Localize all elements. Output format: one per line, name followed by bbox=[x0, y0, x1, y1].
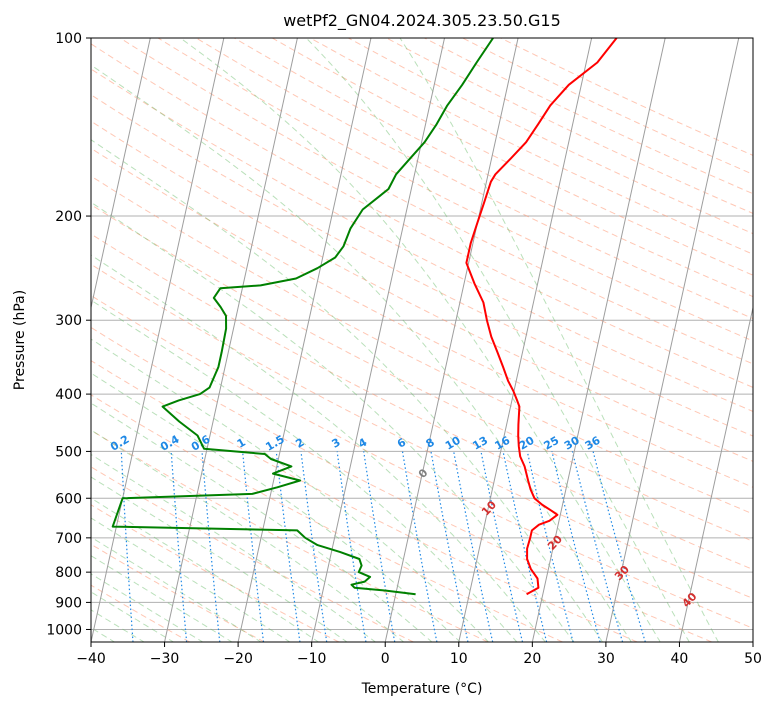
mixing-ratio-line bbox=[502, 451, 548, 642]
y-tick-label: 300 bbox=[55, 313, 82, 329]
y-tick-label: 600 bbox=[55, 491, 82, 507]
y-axis-ticks: 100 200 300 400 500 600 700 800 900 1000 bbox=[46, 31, 91, 638]
moist-adiabat-line bbox=[180, 38, 661, 642]
moist-adiabat-line bbox=[91, 591, 175, 642]
isotherm-line bbox=[678, 305, 753, 642]
mixing-ratio-line bbox=[551, 451, 601, 642]
sounding-profiles bbox=[111, 38, 618, 596]
y-tick-label: 1000 bbox=[46, 622, 82, 638]
reference-line-labels: -100-90-80-70-60-50-40-30-20-100.10.20.4… bbox=[108, 433, 700, 611]
y-tick-label: 200 bbox=[55, 209, 82, 225]
plot-background bbox=[91, 38, 753, 642]
chart-title: wetPf2_GN04.2024.305.23.50.G15 bbox=[283, 11, 561, 31]
mixing-ratio-line bbox=[275, 451, 301, 642]
x-tick-label: −20 bbox=[223, 651, 253, 667]
moist-adiabat-line bbox=[91, 201, 575, 642]
moist-adiabat-line bbox=[399, 38, 719, 642]
moist-adiabat-line bbox=[91, 402, 433, 642]
x-axis-ticks: −40 −30 −20 −10 0 10 20 30 40 50 bbox=[76, 642, 762, 667]
mixing-ratio-line bbox=[363, 451, 396, 642]
mixing-ratio-line bbox=[453, 451, 494, 642]
moist-adiabat-line bbox=[91, 453, 377, 642]
moist-adiabat-line bbox=[305, 38, 690, 642]
isotherm-line bbox=[531, 38, 666, 642]
isotherm-line bbox=[91, 38, 225, 642]
moist-adiabat-line bbox=[91, 299, 518, 642]
dry-adiabat-line bbox=[91, 175, 753, 515]
isotherm-line bbox=[752, 639, 753, 642]
moist-adiabat-line bbox=[91, 573, 204, 642]
mixing-ratio-line bbox=[571, 451, 624, 642]
isotherm-line bbox=[0, 38, 3, 642]
y-tick-label: 400 bbox=[55, 387, 82, 403]
dry-adiabats bbox=[91, 38, 753, 642]
plot-frame bbox=[90, 37, 754, 643]
x-tick-label: 40 bbox=[671, 651, 689, 667]
x-tick-label: −40 bbox=[76, 651, 106, 667]
dry-adiabat-line bbox=[91, 466, 414, 642]
mixing-ratio-line bbox=[526, 451, 574, 642]
dry-adiabat-line bbox=[91, 233, 753, 571]
dry-adiabat-line bbox=[91, 294, 753, 629]
moist-adiabat-line bbox=[91, 555, 233, 642]
temperature-profile-line bbox=[465, 38, 618, 596]
y-tick-label: 100 bbox=[55, 31, 82, 47]
x-tick-label: 10 bbox=[450, 651, 468, 667]
mixing-ratio-line bbox=[300, 451, 328, 642]
dry-adiabat-line bbox=[195, 38, 753, 320]
moist-adiabat-line bbox=[91, 429, 405, 642]
isotherms bbox=[0, 38, 753, 642]
isotherm-line bbox=[164, 38, 298, 642]
isotherm-line bbox=[605, 38, 740, 642]
x-axis-label: Temperature (°C) bbox=[361, 681, 483, 697]
isotherm-line bbox=[458, 38, 593, 642]
x-tick-label: 30 bbox=[597, 651, 615, 667]
x-tick-label: −10 bbox=[297, 651, 327, 667]
dry-adiabat-line bbox=[91, 504, 340, 642]
moist-adiabat-line bbox=[91, 338, 490, 642]
moist-adiabat-line bbox=[91, 254, 546, 642]
x-tick-label: −30 bbox=[150, 651, 180, 667]
moist-adiabat-line bbox=[91, 372, 461, 642]
moist-adiabat-line bbox=[91, 476, 348, 642]
x-tick-label: 50 bbox=[744, 651, 762, 667]
dewpoint-profile-line bbox=[111, 38, 494, 596]
dry-adiabat-line bbox=[91, 584, 190, 642]
dry-adiabat-line bbox=[91, 147, 753, 488]
mixing-ratio-line bbox=[336, 451, 367, 642]
y-tick-label: 800 bbox=[55, 565, 82, 581]
mixing-ratio-line bbox=[480, 451, 524, 642]
isotherm-line bbox=[91, 38, 151, 310]
moist-adiabat-line bbox=[91, 139, 604, 642]
y-tick-label: 900 bbox=[55, 595, 82, 611]
isotherm-line bbox=[384, 38, 519, 642]
dry-adiabat-line bbox=[91, 68, 753, 413]
dry-adiabat-line bbox=[91, 94, 753, 437]
isotherm-line bbox=[311, 38, 446, 642]
isotherm-line bbox=[237, 38, 372, 642]
dry-adiabat-line bbox=[91, 263, 753, 599]
dry-adiabat-line bbox=[91, 204, 753, 542]
y-axis-label: Pressure (hPa) bbox=[12, 290, 28, 390]
dry-adiabat-line bbox=[157, 38, 753, 342]
x-tick-label: 20 bbox=[523, 651, 541, 667]
y-tick-label: 500 bbox=[55, 444, 82, 460]
y-tick-label: 700 bbox=[55, 531, 82, 547]
dry-adiabat-line bbox=[91, 360, 638, 642]
x-tick-label: 0 bbox=[381, 651, 390, 667]
